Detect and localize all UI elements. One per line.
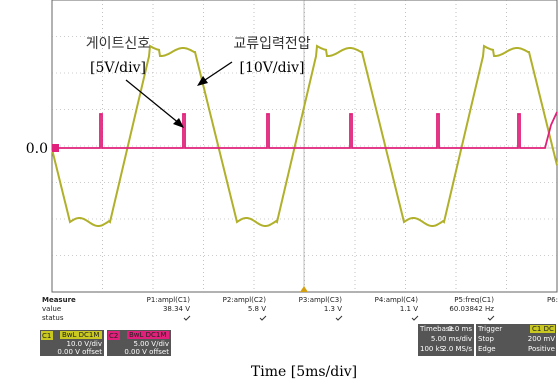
param-name: P1:ampl(C1)	[147, 296, 191, 304]
channel-coupling: BwL DC1M	[62, 331, 99, 339]
row-label: value	[42, 305, 61, 313]
trigger-title: Trigger	[477, 325, 502, 333]
ac-label: 교류입력전압	[233, 36, 310, 52]
channel-scale: 5.00 V/div	[134, 340, 170, 348]
trigger-type: Edge	[478, 345, 496, 353]
timebase-samples: 100 kS	[420, 345, 445, 353]
channel-name: C1	[42, 332, 51, 340]
channel-offset: 0.00 V offset	[57, 348, 102, 356]
param-name: P5:freq(C1)	[454, 296, 494, 304]
x-axis-label: Time [5ms/div]	[251, 364, 357, 380]
channel-scale: 10.0 V/div	[67, 340, 103, 348]
param-name: P6:- - -	[547, 296, 558, 304]
trigger-source: C1 DC	[532, 325, 554, 333]
measure-title: Measure	[42, 296, 76, 304]
trigger-mode: Stop	[478, 335, 494, 343]
ac-scale: [10V/div]	[240, 60, 305, 76]
channel-name: C2	[109, 332, 118, 340]
param-value: 1.1 V	[400, 305, 418, 313]
channel-coupling: BwL DC1M	[129, 331, 166, 339]
trigger-slope: Positive	[528, 345, 555, 353]
param-value: 38.34 V	[163, 305, 190, 313]
zero-label: 0.0	[26, 141, 48, 157]
screen: 0.0 게이트신호 [5V/div] 교류입력전압 [10V/div] Meas…	[0, 0, 558, 383]
param-name: P2:ampl(C2)	[223, 296, 267, 304]
channel-offset: 0.00 V offset	[124, 348, 169, 356]
row-label: status	[42, 314, 64, 322]
gate-scale: [5V/div]	[90, 60, 146, 76]
timebase-delay: 0.0 ms	[448, 325, 472, 333]
param-value: 5.8 V	[248, 305, 266, 313]
trigger-level: 200 mV	[528, 335, 555, 343]
timebase-rate: 2.0 MS/s	[442, 345, 472, 353]
param-name: P3:ampl(C3)	[299, 296, 343, 304]
param-name: P4:ampl(C4)	[375, 296, 419, 304]
param-value: 60.03842 Hz	[449, 305, 494, 313]
channel-marker	[52, 144, 59, 152]
gate-label: 게이트신호	[86, 36, 151, 52]
timebase-scale: 5.00 ms/div	[431, 335, 472, 343]
param-value: 1.3 V	[324, 305, 342, 313]
